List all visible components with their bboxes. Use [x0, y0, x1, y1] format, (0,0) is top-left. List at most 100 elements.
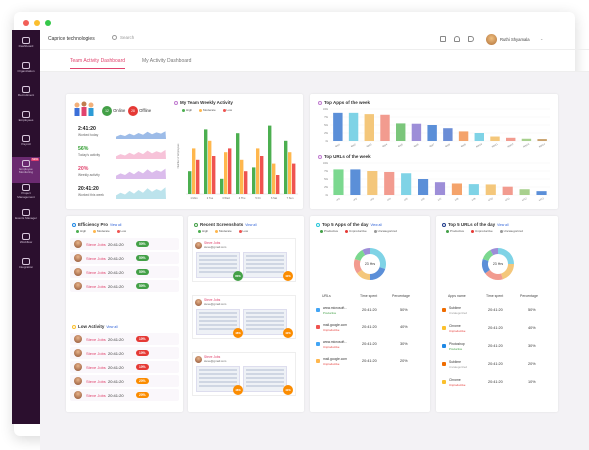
sidebar-item-organization[interactable]: Organization: [12, 59, 40, 85]
x-tick-label: app1: [335, 143, 342, 148]
stat-value: 56%: [78, 146, 89, 152]
col-apps-name[interactable]: Apps name: [448, 294, 466, 298]
category-label: Unproductive: [323, 345, 340, 349]
donut-slice: [490, 248, 498, 256]
screenshots-title: Recent Screenshots View all: [194, 222, 257, 227]
x-tick-label: 7 Sun: [287, 196, 294, 200]
low-activity-row[interactable]: Steve Jobs 20:41:20 10%: [70, 347, 179, 359]
minimize-dot[interactable]: [34, 20, 40, 26]
table-row[interactable]: Chrome Unproductive 20:41:20 10%: [440, 376, 554, 392]
donut-slice: [354, 249, 366, 261]
bar: [519, 189, 530, 195]
app-name: Chrome: [449, 378, 461, 382]
screenshot-entry[interactable]: Steve Jobs steve@gmail.com 48% 42%: [192, 352, 296, 396]
table-row[interactable]: Chrome Unproductive 20:41:20 40%: [440, 322, 554, 338]
table-row[interactable]: mail.google.com Unproductive 20:41:20 20%: [314, 355, 426, 371]
stat-sparkline: [116, 168, 166, 179]
col-time-spent[interactable]: Time spent: [360, 294, 378, 298]
efficiency-row[interactable]: Steve Jobs 20:41:20 50%: [70, 266, 179, 278]
efficiency-row[interactable]: Steve Jobs 20:41:20 50%: [70, 252, 179, 264]
screenshots-card: Recent Screenshots View all High Moderate…: [188, 216, 304, 412]
efficiency-row[interactable]: Steve Jobs 20:41:20 50%: [70, 280, 179, 292]
x-tick-label: app2: [350, 143, 357, 148]
percentage: 40%: [400, 325, 408, 329]
megaphone-icon[interactable]: [468, 36, 474, 42]
bar-moderate: [256, 148, 260, 194]
employee-name: Steve Jobs: [86, 269, 106, 275]
efficiency-view-all-link[interactable]: View all: [110, 223, 122, 227]
screenshot-thumbnail[interactable]: [196, 366, 240, 392]
organization-icon: [22, 61, 30, 69]
sparkline-area: [116, 131, 166, 139]
bar-moderate: [272, 163, 276, 194]
sidebar-item-project-management[interactable]: Project Management: [12, 181, 40, 207]
close-dot[interactable]: [23, 20, 29, 26]
avatar: [74, 268, 82, 276]
sidebar-item-events-manager[interactable]: Events Manager: [12, 206, 40, 232]
chevron-down-icon[interactable]: ⌄: [540, 36, 544, 41]
low-activity-row[interactable]: Steve Jobs 20:41:20 20%: [70, 389, 179, 401]
efficiency-badge: 50%: [136, 283, 149, 289]
urls-day-view-all-link[interactable]: View all: [497, 223, 509, 227]
low-activity-row[interactable]: Steve Jobs 20:41:20 10%: [70, 333, 179, 345]
sidebar-item-dashboard[interactable]: Dashboard: [12, 34, 40, 60]
screenshot-thumbnail[interactable]: [243, 309, 287, 335]
low-activity-view-all-link[interactable]: View all: [106, 325, 118, 329]
screenshot-thumbnail[interactable]: [243, 252, 287, 278]
search-placeholder: Search: [120, 35, 135, 40]
table-row[interactable]: www.microsoft... Unproductive 20:41:20 30%: [314, 338, 426, 354]
donut-slice: [498, 248, 514, 264]
bar: [380, 114, 390, 141]
sidebar-item-recruitment[interactable]: Recruitment: [12, 83, 40, 109]
x-tick-label: app6: [413, 143, 420, 148]
table-row[interactable]: www.microsoft... Productive 20:41:20 50%: [314, 304, 426, 320]
bar: [427, 125, 437, 141]
col-urls[interactable]: URLs: [322, 294, 331, 298]
low-activity-row[interactable]: Steve Jobs 20:41:20 20%: [70, 375, 179, 387]
sidebar-item-payroll[interactable]: Payroll: [12, 132, 40, 158]
employee-name: Steve Jobs: [86, 364, 106, 370]
col-time-spent[interactable]: Time spent: [486, 294, 504, 298]
table-row[interactable]: Sublime Uncategorized 20:41:20 20%: [440, 358, 554, 374]
col-percentage[interactable]: Percentage: [520, 294, 538, 298]
bell-icon[interactable]: [454, 36, 460, 42]
low-activity-row[interactable]: Steve Jobs 20:41:20 10%: [70, 361, 179, 373]
table-row[interactable]: mail.google.com Unproductive 20:41:20 40%: [314, 321, 426, 337]
col-percentage[interactable]: Percentage: [392, 294, 410, 298]
screenshot-thumbnail[interactable]: [243, 366, 287, 392]
sidebar-item-employees[interactable]: Employees: [12, 108, 40, 134]
employee-time: 20:41:20: [108, 283, 124, 289]
urls-day-title: Top 5 URLs of the day View all: [442, 222, 508, 227]
bar: [536, 191, 547, 195]
sidebar-item-employee-monitoring[interactable]: Employee Monitoring NEW: [12, 156, 40, 183]
x-tick-label: app5: [397, 143, 404, 148]
search-input[interactable]: Search: [112, 35, 135, 41]
avatar: [195, 242, 202, 249]
user-name[interactable]: Ruthi Shyamala: [500, 37, 530, 42]
table-row[interactable]: Photoshop Productive 20:41:20 30%: [440, 340, 554, 356]
offline-indicator: 28 Offline: [128, 106, 151, 116]
table-row[interactable]: Sublime Uncategorized 20:41:20 50%: [440, 304, 554, 320]
screenshot-thumbnail[interactable]: [196, 309, 240, 335]
stat-value: 20%: [78, 166, 89, 172]
screenshot-entry[interactable]: Steve Jobs steve@gmail.com 48% 42%: [192, 295, 296, 339]
tab-my-activity[interactable]: My Activity Dashboard: [142, 58, 192, 64]
sidebar-item-workflow[interactable]: Workflow: [12, 230, 40, 256]
apps-day-view-all-link[interactable]: View all: [370, 223, 382, 227]
y-tick-label: 0k: [325, 194, 328, 197]
tab-bar: Team Activity Dashboard My Activity Dash…: [40, 50, 589, 72]
y-tick-label: 0k: [325, 140, 328, 143]
screenshot-thumbnail[interactable]: [196, 252, 240, 278]
maximize-dot[interactable]: [45, 20, 51, 26]
sparkline-area: [116, 168, 166, 179]
efficiency-row[interactable]: Steve Jobs 20:41:20 50%: [70, 238, 179, 250]
sidebar-item-integration[interactable]: Integration: [12, 255, 40, 281]
screenshots-view-all-link[interactable]: View all: [245, 223, 257, 227]
calendar-icon[interactable]: [440, 36, 446, 42]
avatar: [195, 356, 202, 363]
screenshot-activity-badge: 48%: [233, 385, 243, 395]
tab-team-activity[interactable]: Team Activity Dashboard: [70, 58, 126, 69]
screenshot-entry[interactable]: Steve Jobs steve@gmail.com 80% 42%: [192, 238, 296, 282]
bar-high: [268, 125, 272, 194]
avatar[interactable]: [486, 34, 497, 45]
